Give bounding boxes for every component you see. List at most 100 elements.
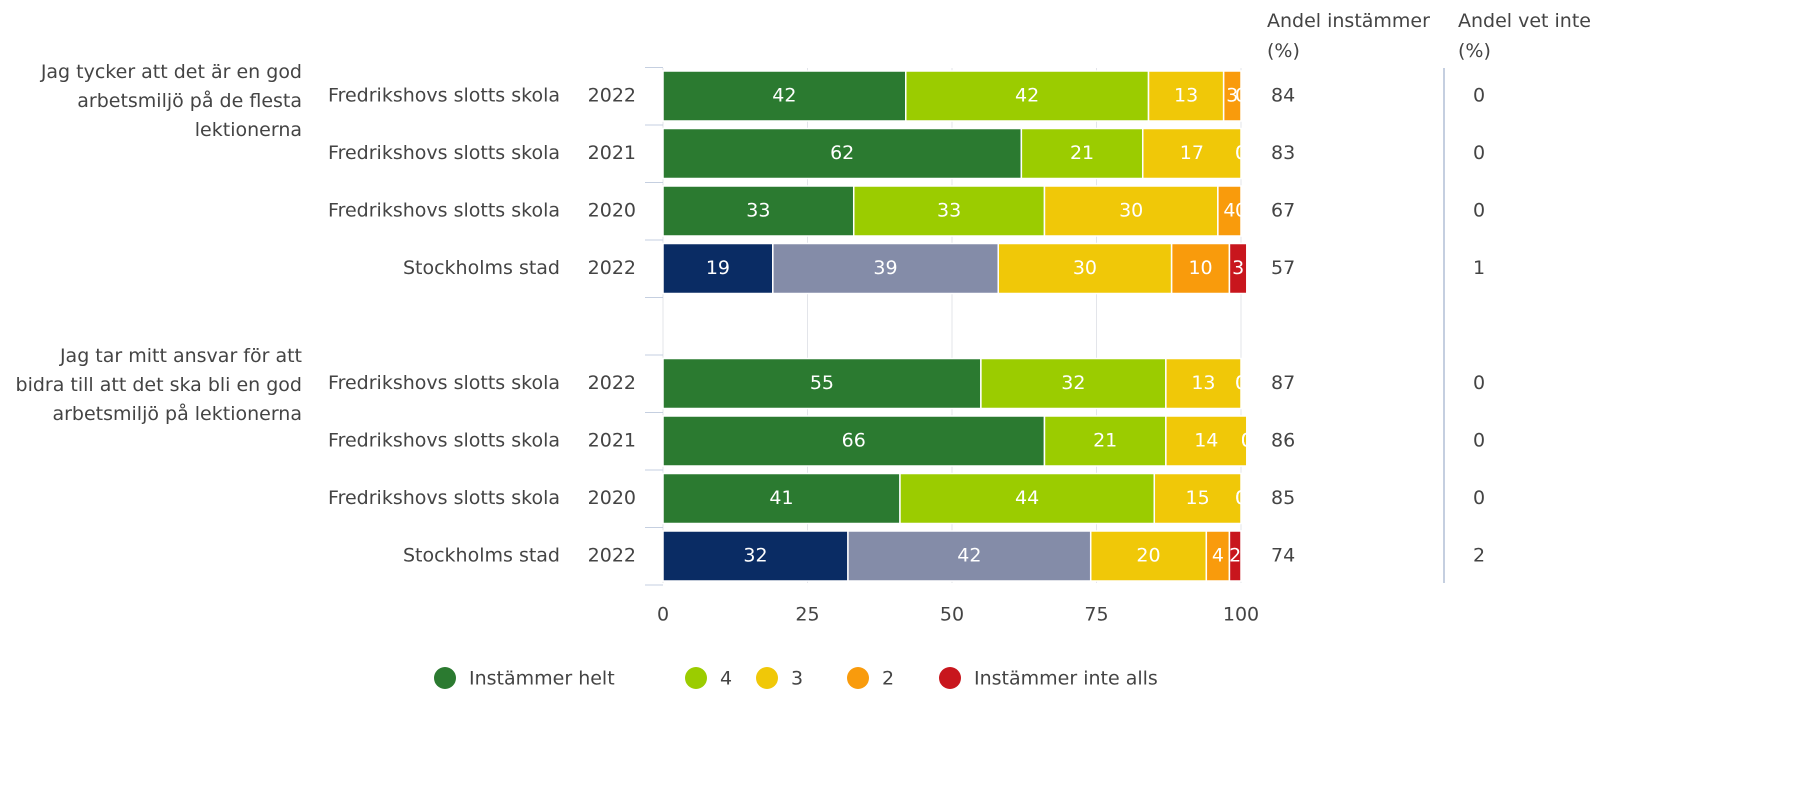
bar-label: 0 — [1241, 430, 1253, 452]
agree-value: 87 — [1271, 372, 1295, 394]
legend-label: 2 — [882, 668, 894, 690]
bar-segment — [1043, 415, 1167, 467]
bar-label: 0 — [1235, 487, 1247, 509]
legend-swatch — [434, 667, 456, 689]
row-year: 2021 — [588, 142, 636, 164]
bar-label: 0 — [1235, 487, 1247, 509]
dont-know-value: 0 — [1473, 142, 1485, 164]
bar-label: 32 — [743, 545, 767, 567]
bar-label: 20 — [1136, 545, 1160, 567]
bar-label: 0 — [1235, 372, 1247, 394]
bar-segment — [852, 185, 1046, 237]
agree-value: 67 — [1271, 200, 1295, 222]
row-year: 2021 — [588, 430, 636, 452]
bar-segment — [1228, 530, 1242, 582]
row-year: 2020 — [588, 200, 636, 222]
legend-swatch — [756, 667, 778, 689]
column-header: Andel instämmer (%) — [1267, 10, 1430, 62]
agree-value: 84 — [1271, 85, 1295, 107]
agree-value: 74 — [1271, 545, 1295, 567]
legend-label: Instämmer helt — [469, 668, 615, 690]
legend-label: 4 — [720, 668, 732, 690]
x-tick-label: 50 — [940, 604, 964, 626]
row-school: Fredrikshovs slotts skola — [328, 200, 560, 222]
row-school: Fredrikshovs slotts skola — [328, 487, 560, 509]
bar-label: 0 — [1241, 430, 1253, 452]
dont-know-value: 0 — [1473, 487, 1485, 509]
bar-label: 14 — [1194, 430, 1218, 452]
row-school: Stockholms stad — [403, 257, 560, 279]
bar-label: 19 — [706, 257, 730, 279]
bar-segment — [1153, 472, 1242, 525]
bar-segment — [1228, 242, 1248, 295]
bar-label: 13 — [1174, 85, 1198, 107]
bar-label: 21 — [1070, 142, 1094, 164]
bar-segment — [662, 185, 855, 237]
bar-label: 30 — [1073, 257, 1097, 279]
row-year: 2022 — [588, 85, 636, 107]
bar-label: 15 — [1186, 487, 1210, 509]
bar-label: 3 — [1232, 257, 1244, 279]
bar-label: 4 — [1212, 545, 1224, 567]
bar-segment — [1147, 70, 1225, 122]
question: Jag tar mitt ansvar för att bidra till a… — [15, 345, 302, 425]
bar-label: 30 — [1119, 200, 1143, 222]
bar-label: 0 — [1235, 372, 1247, 394]
legend-label: 3 — [791, 668, 803, 690]
row-school: Stockholms stad — [403, 545, 560, 567]
agree-value: 86 — [1271, 430, 1295, 452]
legend-swatch — [847, 667, 869, 689]
dont-know-value: 2 — [1473, 545, 1485, 567]
row-school: Fredrikshovs slotts skola — [328, 430, 560, 452]
dont-know-value: 0 — [1473, 200, 1485, 222]
bar-segment — [662, 127, 1023, 180]
bar-label: 39 — [873, 257, 897, 279]
bar-label: 33 — [746, 200, 770, 222]
dont-know-value: 1 — [1473, 257, 1485, 279]
row-year: 2022 — [588, 257, 636, 279]
bar-label: 62 — [830, 142, 854, 164]
legend-label: Instämmer inte alls — [974, 668, 1158, 690]
bar-label: 3 — [1226, 85, 1238, 107]
agree-value: 85 — [1271, 487, 1295, 509]
bar-segment — [905, 70, 1150, 122]
bar-label: 0 — [1235, 85, 1247, 107]
bar-segment — [662, 70, 907, 122]
bar-segment — [662, 415, 1046, 467]
agree-value: 83 — [1271, 142, 1295, 164]
bar-segment — [1165, 415, 1248, 467]
dont-know-value: 0 — [1473, 372, 1485, 394]
legend-swatch — [939, 667, 961, 689]
dont-know-value: 0 — [1473, 85, 1485, 107]
bar-segment — [980, 357, 1167, 410]
bar-segment — [772, 242, 999, 295]
bar-label: 33 — [937, 200, 961, 222]
bar-label: 42 — [1015, 85, 1039, 107]
bar-label: 41 — [769, 487, 793, 509]
agree-value: 57 — [1271, 257, 1295, 279]
bar-segment — [899, 472, 1156, 525]
row-school: Fredrikshovs slotts skola — [328, 372, 560, 394]
bar-segment — [662, 472, 901, 525]
bar-label: 10 — [1188, 257, 1212, 279]
bar-segment — [1165, 357, 1242, 410]
x-tick-label: 0 — [657, 604, 669, 626]
bar-label: 32 — [1061, 372, 1085, 394]
bar-segment — [1222, 70, 1242, 122]
bar-label: 42 — [957, 545, 981, 567]
bar-label: 2 — [1229, 545, 1241, 567]
x-tick-label: 100 — [1223, 604, 1259, 626]
bar-label: 44 — [1015, 487, 1039, 509]
dont-know-value: 0 — [1473, 430, 1485, 452]
row-year: 2020 — [588, 487, 636, 509]
bar-label: 0 — [1235, 200, 1247, 222]
bar-segment — [1020, 127, 1144, 180]
x-tick-label: 75 — [1084, 604, 1108, 626]
bar-label: 0 — [1235, 142, 1247, 164]
legend-swatch — [685, 667, 707, 689]
row-year: 2022 — [588, 372, 636, 394]
x-tick-label: 25 — [795, 604, 819, 626]
row-year: 2022 — [588, 545, 636, 567]
